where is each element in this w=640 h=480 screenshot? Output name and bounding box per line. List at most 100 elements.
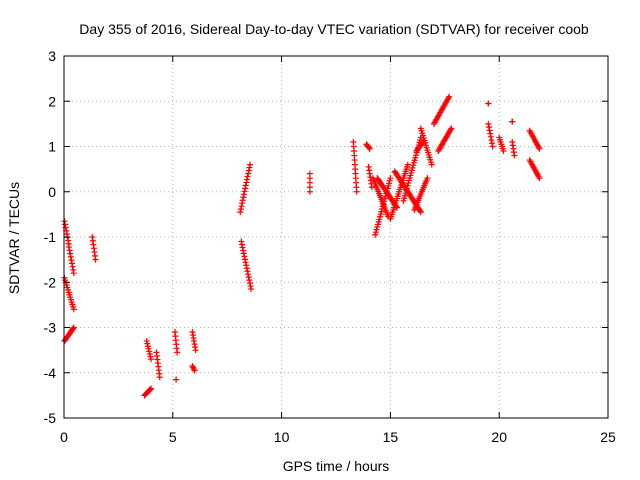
data-point bbox=[70, 306, 77, 313]
data-point bbox=[489, 140, 496, 147]
data-point bbox=[66, 247, 73, 254]
data-point bbox=[65, 240, 72, 247]
y-tick-label: -5 bbox=[44, 410, 57, 426]
data-point bbox=[446, 93, 453, 100]
data-point bbox=[485, 120, 492, 127]
data-point bbox=[420, 138, 427, 145]
data-point bbox=[68, 260, 75, 267]
data-point bbox=[67, 250, 74, 257]
data-point bbox=[404, 161, 411, 168]
data-point bbox=[536, 175, 543, 182]
data-point bbox=[65, 244, 72, 251]
data-point bbox=[387, 175, 394, 182]
y-tick-label: 1 bbox=[48, 139, 56, 155]
data-points bbox=[61, 93, 543, 399]
data-point bbox=[244, 173, 251, 180]
data-point bbox=[417, 209, 424, 216]
data-point bbox=[489, 143, 496, 150]
data-point bbox=[488, 137, 495, 144]
data-point bbox=[241, 188, 248, 195]
data-point bbox=[487, 130, 494, 137]
data-point bbox=[148, 356, 155, 363]
y-tick-label: -1 bbox=[44, 229, 57, 245]
data-point bbox=[245, 271, 252, 278]
data-point bbox=[247, 161, 254, 168]
y-tick-label: 3 bbox=[48, 48, 56, 64]
y-tick-label: 0 bbox=[48, 184, 56, 200]
data-point bbox=[428, 161, 435, 168]
data-point bbox=[242, 185, 249, 192]
data-point bbox=[239, 200, 246, 207]
data-point bbox=[174, 349, 181, 356]
data-point bbox=[447, 126, 454, 133]
x-tick-label: 0 bbox=[60, 429, 68, 445]
data-point bbox=[511, 152, 518, 159]
axes bbox=[63, 55, 609, 419]
x-tick-label: 5 bbox=[169, 429, 177, 445]
data-point bbox=[238, 238, 245, 245]
data-point bbox=[238, 241, 245, 248]
data-point bbox=[241, 253, 248, 260]
data-point bbox=[240, 191, 247, 198]
data-point bbox=[92, 256, 99, 263]
data-point bbox=[63, 231, 70, 238]
data-point bbox=[67, 253, 74, 260]
y-axis-label: SDTVAR / TECUs bbox=[6, 182, 22, 294]
data-point bbox=[237, 209, 244, 216]
data-point bbox=[70, 266, 77, 273]
data-point bbox=[148, 385, 155, 392]
data-point bbox=[509, 118, 516, 125]
data-point bbox=[306, 188, 313, 195]
data-point bbox=[147, 386, 154, 393]
data-point bbox=[173, 376, 180, 383]
data-point bbox=[353, 188, 360, 195]
x-tick-label: 25 bbox=[600, 429, 616, 445]
data-point bbox=[365, 144, 372, 151]
data-point bbox=[448, 125, 455, 132]
data-point bbox=[243, 176, 250, 183]
data-point bbox=[245, 170, 252, 177]
data-point bbox=[248, 286, 255, 293]
data-point bbox=[485, 100, 492, 107]
x-tick-label: 15 bbox=[383, 429, 399, 445]
data-point bbox=[240, 247, 247, 254]
data-point bbox=[246, 280, 253, 287]
data-point bbox=[417, 207, 424, 214]
data-point bbox=[487, 133, 494, 140]
data-point bbox=[246, 277, 253, 284]
data-point bbox=[240, 194, 247, 201]
data-point bbox=[238, 203, 245, 210]
data-point bbox=[70, 325, 77, 332]
data-point bbox=[68, 257, 75, 264]
data-point bbox=[156, 374, 163, 381]
y-tick-label: -3 bbox=[44, 320, 57, 336]
data-point bbox=[242, 259, 249, 266]
data-point bbox=[69, 263, 76, 270]
data-point bbox=[245, 167, 252, 174]
grid-lines bbox=[64, 56, 608, 418]
data-point bbox=[70, 270, 77, 277]
x-tick-label: 10 bbox=[274, 429, 290, 445]
data-point bbox=[192, 347, 199, 354]
data-point bbox=[500, 148, 507, 155]
data-point bbox=[247, 283, 254, 290]
data-point bbox=[536, 145, 543, 152]
data-point bbox=[191, 367, 198, 374]
data-point bbox=[242, 182, 249, 189]
data-point bbox=[245, 274, 252, 281]
data-point bbox=[243, 179, 250, 186]
data-point bbox=[239, 197, 246, 204]
data-point bbox=[239, 244, 246, 251]
data-point bbox=[243, 262, 250, 269]
plot-border bbox=[63, 55, 609, 419]
tick-labels: 0 5 10 15 20 25 -5 -4 -3 -2 -1 0 1 2 3 bbox=[44, 48, 616, 445]
data-point bbox=[424, 175, 431, 182]
data-point bbox=[486, 127, 493, 134]
data-point bbox=[246, 164, 253, 171]
data-point bbox=[419, 140, 426, 147]
data-point bbox=[244, 268, 251, 275]
data-point bbox=[242, 256, 249, 263]
data-point bbox=[62, 221, 69, 228]
data-point bbox=[243, 265, 250, 272]
